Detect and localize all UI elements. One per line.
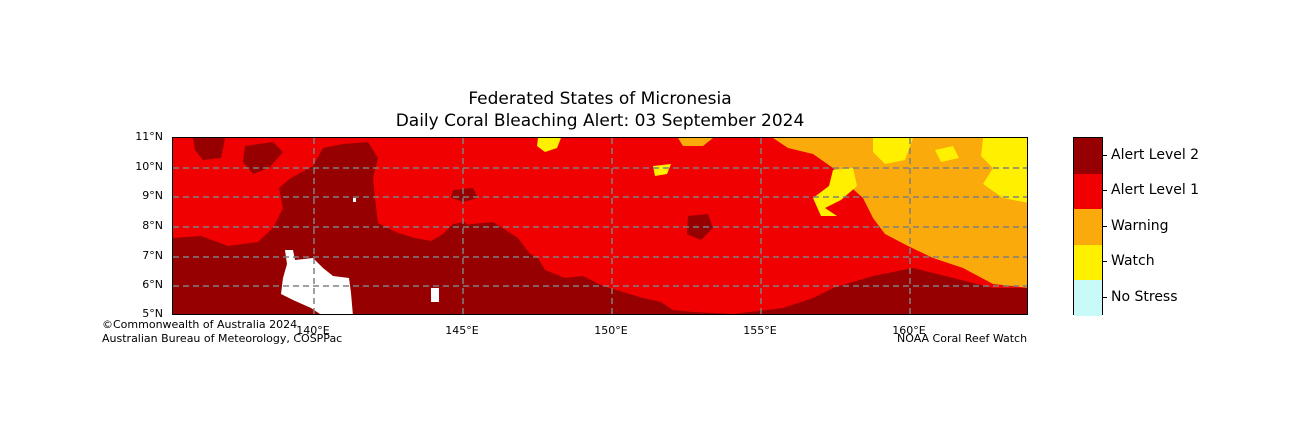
map-subtitle: Daily Coral Bleaching Alert: 03 Septembe… xyxy=(395,111,805,131)
legend-tick xyxy=(1103,261,1107,262)
legend-label-watch: Watch xyxy=(1111,253,1155,269)
lat-label-5n: 5°N xyxy=(142,307,163,320)
lon-label-150e: 150°E xyxy=(594,324,628,337)
credit-bom-line2: Australian Bureau of Meteorology, COSPPa… xyxy=(102,332,343,345)
legend-swatch-alert-level-2 xyxy=(1074,138,1102,174)
warning-patch-north xyxy=(678,138,713,146)
land-island-guam-area xyxy=(281,250,353,314)
watch-patch-147e xyxy=(537,138,561,152)
alert-level-2-region-west xyxy=(173,142,1027,314)
warning-region-east xyxy=(773,138,1027,288)
lat-label-7n: 7°N xyxy=(142,249,163,262)
lat-label-9n: 9°N xyxy=(142,189,163,202)
legend-tick xyxy=(1103,190,1107,191)
watch-patch-ne xyxy=(981,138,1027,203)
legend-swatch-warning xyxy=(1074,209,1102,245)
map-title: Federated States of Micronesia xyxy=(468,89,732,109)
land-island-dot xyxy=(353,198,356,202)
alert-level-2-patch-8n xyxy=(451,188,478,202)
lon-label-145e: 145°E xyxy=(445,324,479,337)
lon-label-140e: 140°E xyxy=(296,324,330,337)
legend-tick xyxy=(1103,226,1107,227)
legend-swatch-no-stress xyxy=(1074,280,1102,316)
lat-label-6n: 6°N xyxy=(142,278,163,291)
watch-patch-157e xyxy=(813,168,857,216)
lon-label-155e: 155°E xyxy=(743,324,777,337)
legend-label-alert-level-2: Alert Level 2 xyxy=(1111,147,1200,163)
watch-patch-800-ne xyxy=(935,146,959,162)
credit-noaa: NOAA Coral Reef Watch xyxy=(897,332,1028,345)
legend-tick xyxy=(1103,155,1107,156)
legend-tick xyxy=(1103,297,1107,298)
legend-label-no-stress: No Stress xyxy=(1111,289,1178,305)
alert-level-2-patch-n xyxy=(243,142,283,174)
watch-patch-151e xyxy=(653,164,671,176)
legend-swatch-alert-level-1 xyxy=(1074,173,1102,210)
watch-patch-160e-north xyxy=(873,138,913,164)
bleaching-alert-map xyxy=(172,137,1028,315)
lat-label-10n: 10°N xyxy=(135,160,163,173)
lat-label-8n: 8°N xyxy=(142,219,163,232)
lat-label-11n: 11°N xyxy=(135,130,163,143)
legend-label-alert-level-1: Alert Level 1 xyxy=(1111,182,1200,198)
legend-label-warning: Warning xyxy=(1111,218,1169,234)
graticule xyxy=(173,138,1027,314)
credit-bom: ©Commonwealth of Australia 2024 Australi… xyxy=(102,318,342,346)
lon-label-160e: 160°E xyxy=(892,324,926,337)
legend-colorbar xyxy=(1073,137,1103,316)
legend-swatch-watch xyxy=(1074,244,1102,281)
alert-level-2-patch-153e xyxy=(687,214,713,240)
land-island-small xyxy=(431,288,439,302)
alert-level-2-patch-nw xyxy=(193,138,225,160)
credit-bom-line1: ©Commonwealth of Australia 2024 xyxy=(102,318,298,331)
map-svg xyxy=(173,138,1027,314)
